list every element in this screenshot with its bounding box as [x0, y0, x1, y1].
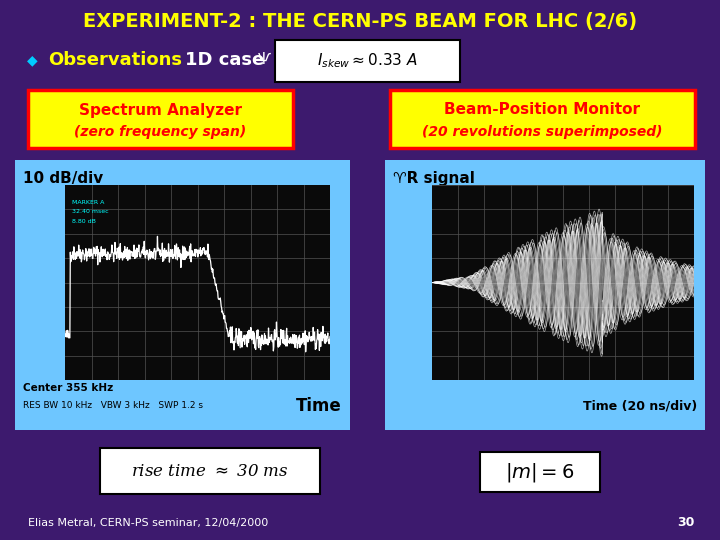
Text: EXPERIMENT-2 : THE CERN-PS BEAM FOR LHC (2/6): EXPERIMENT-2 : THE CERN-PS BEAM FOR LHC … — [83, 12, 637, 31]
Text: 32.40 msec: 32.40 msec — [71, 210, 108, 214]
Text: 30: 30 — [678, 516, 695, 530]
Text: Spectrum Analyzer: Spectrum Analyzer — [79, 103, 242, 118]
Text: ◆: ◆ — [27, 53, 37, 67]
Text: 10 dB/div: 10 dB/div — [23, 171, 103, 186]
Text: 1D case: 1D case — [185, 51, 264, 69]
Text: 8.80 dB: 8.80 dB — [71, 219, 96, 224]
Text: RES BW 10 kHz   VBW 3 kHz   SWP 1.2 s: RES BW 10 kHz VBW 3 kHz SWP 1.2 s — [23, 402, 203, 410]
FancyBboxPatch shape — [28, 90, 293, 148]
Text: rise time $\approx$ 30 ms: rise time $\approx$ 30 ms — [131, 462, 289, 480]
Text: (20 revolutions superimposed): (20 revolutions superimposed) — [422, 125, 662, 139]
Text: Observations: Observations — [48, 51, 182, 69]
Text: Beam-Position Monitor: Beam-Position Monitor — [444, 103, 641, 118]
FancyBboxPatch shape — [100, 448, 320, 494]
Bar — [385, 160, 705, 430]
Text: $I_{skew} \approx 0.33\ A$: $I_{skew} \approx 0.33\ A$ — [317, 52, 418, 70]
Text: Center 355 kHz: Center 355 kHz — [23, 383, 113, 393]
Text: Ѱ: Ѱ — [258, 52, 271, 68]
FancyBboxPatch shape — [390, 90, 695, 148]
Text: Elias Metral, CERN-PS seminar, 12/04/2000: Elias Metral, CERN-PS seminar, 12/04/200… — [28, 518, 269, 528]
Text: ♈R signal: ♈R signal — [393, 171, 475, 186]
FancyBboxPatch shape — [275, 40, 460, 82]
FancyBboxPatch shape — [480, 452, 600, 492]
Text: Time (20 ns/div): Time (20 ns/div) — [582, 400, 697, 413]
Text: (zero frequency span): (zero frequency span) — [74, 125, 247, 139]
Text: $|m|=6$: $|m|=6$ — [505, 461, 575, 483]
Bar — [15, 160, 350, 430]
Text: MARKER A: MARKER A — [71, 200, 104, 205]
Text: Time: Time — [296, 397, 342, 415]
